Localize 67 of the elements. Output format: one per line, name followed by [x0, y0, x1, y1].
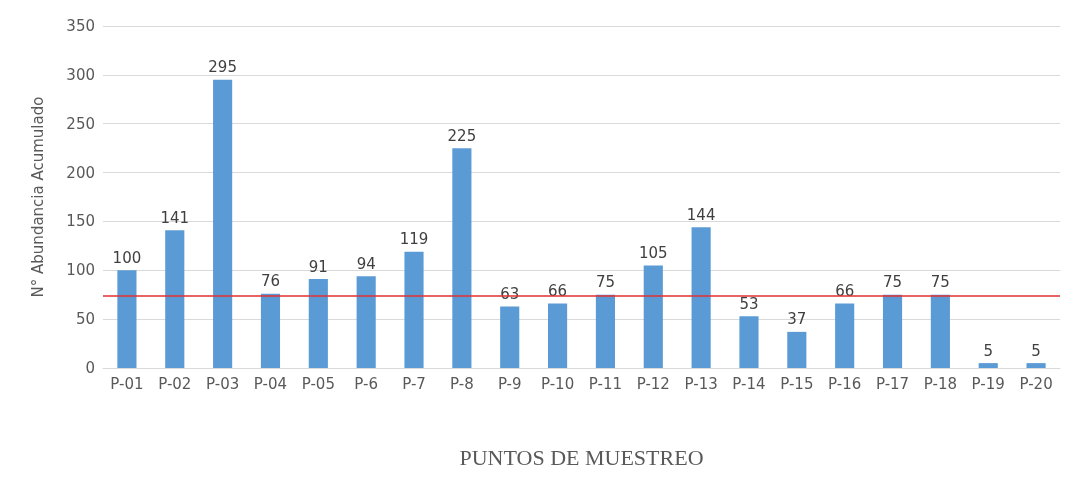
data-label: 105 [638, 243, 668, 262]
data-label: 53 [739, 294, 759, 313]
x-tick-label: P-10 [540, 374, 575, 393]
x-tick-label: P-7 [402, 374, 426, 393]
y-tick-label: 0 [85, 359, 95, 377]
bar [1026, 363, 1046, 368]
y-tick-label: 50 [75, 310, 95, 329]
bar [117, 270, 137, 368]
bar [165, 230, 185, 368]
data-label: 94 [356, 254, 376, 273]
bar [930, 294, 950, 368]
data-label: 119 [399, 230, 429, 249]
y-tick-label: 300 [66, 65, 95, 84]
x-tick-label: P-17 [875, 374, 910, 393]
bar [691, 227, 711, 368]
x-tick-label: P-16 [828, 374, 862, 393]
x-tick-label: P-19 [971, 374, 1005, 393]
data-label: 141 [160, 208, 190, 227]
y-tick-label: 150 [66, 212, 95, 231]
bar [835, 303, 855, 368]
data-label: 5 [983, 341, 993, 360]
bar [548, 303, 568, 368]
x-tick-label: P-18 [923, 374, 957, 393]
y-tick-label: 250 [66, 114, 95, 133]
x-tick-label: P-15 [780, 374, 814, 393]
x-tick-label: P-8 [450, 374, 474, 393]
data-label: 100 [112, 248, 142, 267]
bar [308, 279, 328, 368]
bar [213, 79, 233, 368]
x-tick-label: P-20 [1019, 374, 1053, 393]
data-label: 295 [208, 58, 237, 77]
bar [739, 316, 759, 368]
bar [404, 251, 424, 368]
data-label: 75 [930, 273, 950, 292]
x-tick-label: P-14 [732, 374, 766, 393]
x-axis-title: PUNTOS DE MUESTREO [459, 444, 704, 470]
x-tick-label: P-01 [110, 374, 144, 393]
bar [356, 276, 376, 368]
data-label: 75 [595, 273, 615, 292]
y-tick-label: 200 [66, 163, 95, 182]
x-tick-label: P-04 [253, 374, 288, 393]
data-label: 91 [308, 257, 328, 276]
x-tick-label: P-12 [636, 374, 670, 393]
data-label: 144 [686, 205, 716, 224]
x-tick-label: P-11 [588, 374, 623, 393]
bar [643, 265, 663, 368]
bar [595, 294, 615, 368]
data-label: 75 [882, 273, 903, 292]
bar [500, 306, 520, 368]
data-label: 37 [787, 310, 807, 329]
x-tick-label: P-6 [354, 374, 379, 393]
x-tick-label: P-05 [301, 374, 335, 393]
x-tick-label: P-03 [206, 374, 240, 393]
bar [260, 293, 281, 368]
x-tick-label: P-9 [497, 374, 522, 393]
data-label: 225 [447, 126, 477, 145]
x-tick-label: P-13 [684, 374, 718, 393]
bar [882, 294, 903, 368]
bar [452, 148, 472, 368]
x-tick-label: P-02 [158, 374, 192, 393]
bar [787, 331, 807, 368]
bar [978, 363, 998, 368]
data-label: 5 [1031, 341, 1041, 360]
data-label: 76 [260, 272, 281, 291]
y-tick-label: 100 [66, 261, 95, 280]
y-axis-title: N° Abundancia Acumulado [28, 96, 47, 298]
y-tick-label: 350 [66, 17, 95, 35]
